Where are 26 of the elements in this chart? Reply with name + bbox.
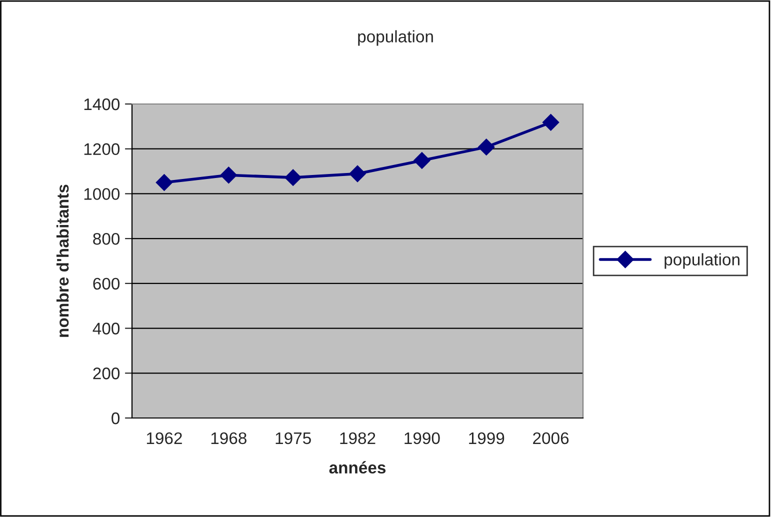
x-tick-label: 2006 [533, 432, 569, 444]
point [156, 174, 173, 191]
point [349, 165, 366, 182]
y-tick-label: 1000 [84, 188, 120, 200]
x-tick-label: 1975 [276, 432, 311, 444]
point [220, 166, 238, 184]
y-tick-label: 1400 [84, 98, 120, 110]
y-tick-label: 0 [112, 412, 120, 424]
legend-label: population [664, 253, 740, 269]
point [414, 152, 430, 169]
y-tick-label: 400 [92, 322, 120, 334]
x-tick-label: 1999 [469, 432, 504, 444]
y-tick-label: 600 [93, 278, 120, 290]
x-tick-label: 1968 [211, 432, 246, 444]
y-axis-title: nombre d'habitants [56, 184, 69, 337]
point [284, 169, 302, 186]
x-tick-label: 1990 [404, 432, 440, 444]
x-axis-title: années [329, 461, 386, 474]
point [478, 138, 495, 156]
y-tick-label: 200 [93, 368, 120, 380]
chart-title: population [358, 30, 433, 46]
y-tick-label: 800 [93, 232, 120, 245]
y-tick-label: 1200 [84, 143, 120, 156]
x-tick-label: 1962 [146, 432, 182, 444]
x-tick-label: 1982 [340, 432, 376, 444]
point [542, 114, 560, 131]
